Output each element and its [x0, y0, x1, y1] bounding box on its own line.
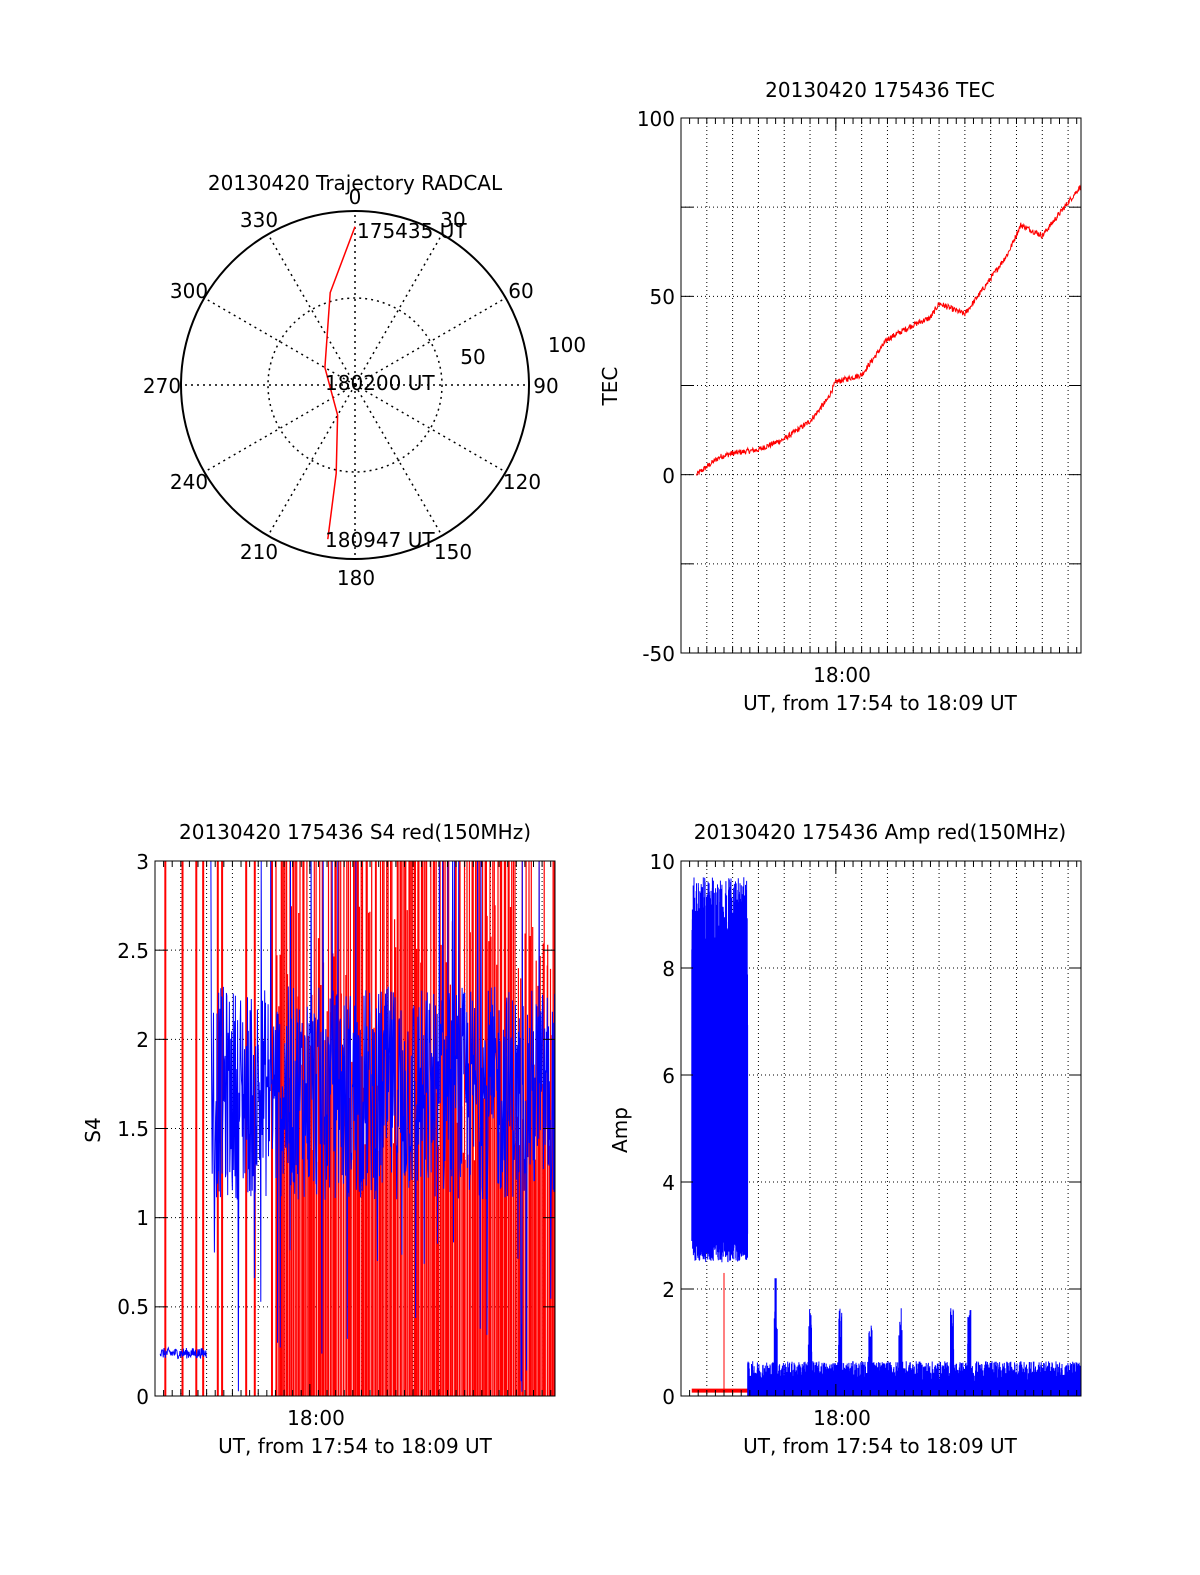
angle-label-90: 90: [533, 374, 558, 398]
amp-ytick-10: 10: [650, 850, 675, 874]
s4-ticks: [154, 860, 555, 1397]
trajectory-annotation-mid: 180200 UT: [325, 371, 435, 395]
amp-blue-block: [691, 877, 749, 1263]
tec-grid: [680, 117, 1081, 654]
amp-blue-tail: [747, 1278, 1082, 1396]
angle-label-30: 30: [440, 208, 465, 232]
tec-xlabel: UT, from 17:54 to 18:09 UT: [743, 691, 1018, 715]
trajectory-series: [324, 226, 356, 540]
tec-panel: 20130420 175436 TEC 100 50 0 -50 18:00 U…: [598, 78, 1082, 715]
polar-spoke-60: [354, 297, 507, 386]
polar-spoke-150: [354, 384, 443, 537]
s4-ytick-3: 3: [136, 850, 149, 874]
polar-spoke-300: [203, 297, 356, 386]
amp-ytick-4: 4: [662, 1171, 675, 1195]
trajectory-panel: 20130420 Trajectory RADCAL 0 30 60 90 12…: [143, 171, 586, 590]
s4-ytick-0.5: 0.5: [117, 1295, 149, 1319]
s4-ytick-2.5: 2.5: [117, 939, 149, 963]
amp-ytick-0: 0: [662, 1385, 675, 1409]
s4-xtick-1800: 18:00: [287, 1406, 345, 1430]
tec-line: [696, 183, 1082, 476]
amp-xtick-1800: 18:00: [813, 1406, 871, 1430]
s4-ytick-2: 2: [136, 1028, 149, 1052]
tec-ytick-0: 0: [662, 464, 675, 488]
angle-label-120: 120: [503, 470, 541, 494]
angle-label-210: 210: [240, 540, 278, 564]
angle-label-270: 270: [143, 374, 181, 398]
amp-ylabel: Amp: [608, 1107, 632, 1153]
polar-spoke-330: [267, 233, 356, 386]
s4-ytick-1.5: 1.5: [117, 1117, 149, 1141]
s4-series: [159, 860, 556, 1396]
angle-label-300: 300: [170, 279, 208, 303]
s4-ylabel: S4: [81, 1117, 105, 1142]
amp-panel: 20130420 175436 Amp red(150MHz) 10 8 6 4…: [608, 820, 1082, 1458]
trajectory-annotation-end: 180947 UT: [325, 528, 435, 552]
s4-ytick-1: 1: [136, 1206, 149, 1230]
tec-ylabel: TEC: [598, 367, 622, 407]
angle-label-240: 240: [170, 470, 208, 494]
radius-label-50: 50: [460, 345, 485, 369]
polar-angle-labels: 0 30 60 90 120 150 180 210 240 270 300 3…: [143, 185, 586, 590]
polar-spoke-240: [203, 384, 356, 473]
trajectory-line: [324, 226, 356, 540]
s4-ytick-0: 0: [136, 1385, 149, 1409]
tec-ytick-neg50: -50: [642, 642, 675, 666]
polar-spoke-120: [354, 384, 507, 473]
tec-ytick-100: 100: [637, 107, 675, 131]
polar-ring-50: [267, 297, 443, 473]
s4-title: 20130420 175436 S4 red(150MHz): [179, 820, 531, 844]
polar-grid: [181, 211, 529, 559]
polar-spoke-30: [354, 233, 443, 386]
amp-ytick-8: 8: [662, 957, 675, 981]
amp-ytick-6: 6: [662, 1064, 675, 1088]
angle-label-330: 330: [240, 208, 278, 232]
amp-xlabel: UT, from 17:54 to 18:09 UT: [743, 1434, 1018, 1458]
s4-panel: 20130420 175436 S4 red(150MHz) 3 2.5 2 1…: [81, 820, 556, 1458]
amp-frame: [680, 860, 1082, 1397]
polar-outer-circle: [180, 210, 530, 560]
amp-series: [691, 877, 1082, 1396]
radius-label-100: 100: [548, 333, 586, 357]
tec-ticks: [680, 117, 1081, 654]
amp-ticks: [680, 860, 1081, 1397]
tec-series: [696, 183, 1082, 476]
tec-ytick-50: 50: [650, 285, 675, 309]
angle-label-0: 0: [349, 185, 362, 209]
s4-xlabel: UT, from 17:54 to 18:09 UT: [218, 1434, 493, 1458]
tec-xtick-1800: 18:00: [813, 663, 871, 687]
polar-spoke-210: [267, 384, 356, 537]
trajectory-annotation-start: 175435 UT: [357, 219, 467, 243]
tec-title: 20130420 175436 TEC: [765, 78, 995, 102]
angle-label-180: 180: [337, 566, 375, 590]
angle-label-150: 150: [434, 540, 472, 564]
angle-label-60: 60: [508, 279, 533, 303]
amp-ytick-2: 2: [662, 1278, 675, 1302]
s4-blue-start: [159, 1346, 207, 1360]
s4-blue-main: [210, 860, 556, 1392]
trajectory-title: 20130420 Trajectory RADCAL: [208, 171, 503, 195]
amp-title: 20130420 175436 Amp red(150MHz): [694, 820, 1066, 844]
